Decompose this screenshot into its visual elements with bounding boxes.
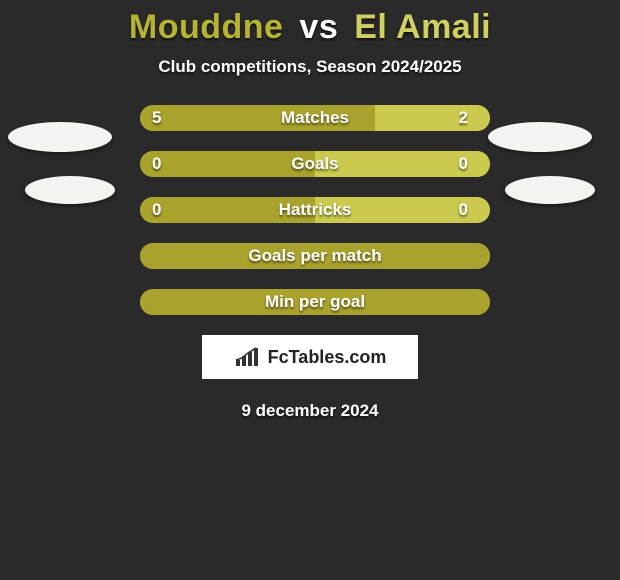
row-track — [140, 243, 490, 269]
page-title: Mouddne vs El Amali — [0, 0, 620, 47]
subtitle: Club competitions, Season 2024/2025 — [0, 57, 620, 77]
marker-right-1 — [488, 122, 592, 152]
row-track — [140, 105, 490, 131]
comparison-row: Min per goal — [0, 289, 620, 315]
logo-text: FcTables.com — [268, 347, 387, 368]
barchart-icon — [234, 346, 262, 368]
row-track — [140, 197, 490, 223]
marker-left-2 — [25, 176, 115, 204]
seg-left — [140, 197, 315, 223]
comparison-infographic: Mouddne vs El Amali Club competitions, S… — [0, 0, 620, 580]
row-track — [140, 151, 490, 177]
seg-right — [315, 151, 490, 177]
row-track — [140, 289, 490, 315]
date-text: 9 december 2024 — [0, 401, 620, 421]
seg-right — [315, 197, 490, 223]
title-left-name: Mouddne — [129, 8, 284, 47]
title-right-name: El Amali — [354, 8, 491, 47]
seg-left — [140, 151, 315, 177]
comparison-row: Goals per match — [0, 243, 620, 269]
seg-left — [140, 289, 490, 315]
title-vs: vs — [293, 8, 344, 47]
logo-box: FcTables.com — [202, 335, 418, 379]
comparison-row: Goals00 — [0, 151, 620, 177]
seg-right — [375, 105, 491, 131]
marker-left-1 — [8, 122, 112, 152]
seg-left — [140, 105, 375, 131]
seg-left — [140, 243, 490, 269]
marker-right-2 — [505, 176, 595, 204]
